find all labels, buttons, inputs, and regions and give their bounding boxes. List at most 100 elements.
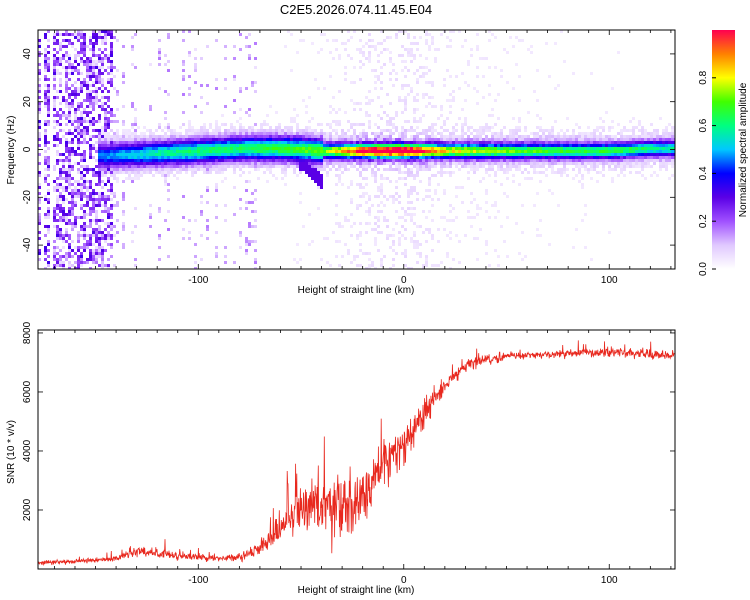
spectrogram-cell xyxy=(47,168,50,171)
spectrogram-cell xyxy=(182,60,185,63)
spectrogram-cell xyxy=(98,120,101,123)
spectrogram-cell xyxy=(110,45,113,48)
spectrogram-cell xyxy=(311,156,314,159)
spectrogram-cell xyxy=(101,237,104,240)
spectrogram-cell xyxy=(413,165,416,168)
spectrogram-cell xyxy=(389,135,392,138)
spectrogram-cell xyxy=(218,129,221,132)
spectrogram-cell xyxy=(425,189,428,192)
spectrogram-cell xyxy=(293,117,296,120)
spectrogram-cell xyxy=(56,264,59,267)
spectrogram-cell xyxy=(428,96,431,99)
spectrogram-cell xyxy=(434,123,437,126)
spectrogram-cell xyxy=(500,69,503,72)
spectrogram-cell xyxy=(110,114,113,117)
spectrogram-cell xyxy=(68,87,71,90)
spectrogram-cell xyxy=(545,42,548,45)
spectrogram-cell xyxy=(401,84,404,87)
spectrogram-cell xyxy=(590,162,593,165)
spectrogram-cell xyxy=(284,159,287,162)
spectrogram-cell xyxy=(65,60,68,63)
spectrogram-cell xyxy=(272,132,275,135)
spectrogram-cell xyxy=(395,156,398,159)
spectrogram-cell xyxy=(224,141,227,144)
spectrogram-cell xyxy=(74,96,77,99)
spectrogram-cell xyxy=(95,204,98,207)
spectrogram-cell xyxy=(554,156,557,159)
spectrogram-cell xyxy=(131,102,134,105)
spectrogram-cell xyxy=(491,156,494,159)
spectrogram-cell xyxy=(356,144,359,147)
spectrogram-cell xyxy=(236,147,239,150)
spectrogram-cell xyxy=(410,60,413,63)
spectrogram-cell xyxy=(143,138,146,141)
spectrogram-cell xyxy=(311,42,314,45)
spectrogram-cell xyxy=(284,150,287,153)
spectrogram-cell xyxy=(557,150,560,153)
spectrogram-cell xyxy=(425,141,428,144)
spectrogram-cell xyxy=(65,138,68,141)
spectrogram-cell xyxy=(179,138,182,141)
spectrogram-cell xyxy=(296,123,299,126)
spectrogram-cell xyxy=(149,168,152,171)
spectrogram-cell xyxy=(377,42,380,45)
spectrogram-cell xyxy=(467,141,470,144)
spectrogram-cell xyxy=(86,201,89,204)
spectrogram-cell xyxy=(380,261,383,264)
spectrogram-cell xyxy=(110,54,113,57)
spectrogram-cell xyxy=(287,129,290,132)
spectrogram-cell xyxy=(218,135,221,138)
spectrogram-cell xyxy=(608,126,611,129)
spectrogram-cell xyxy=(92,174,95,177)
spectrogram-cell xyxy=(53,246,56,249)
spectrogram-cell xyxy=(308,243,311,246)
spectrogram-cell xyxy=(77,102,80,105)
spectrogram-cell xyxy=(332,108,335,111)
spectrogram-cell xyxy=(122,192,125,195)
spectrogram-cell xyxy=(551,126,554,129)
spectrogram-cell xyxy=(65,117,68,120)
spectrogram-cell xyxy=(212,138,215,141)
spectrogram-cell xyxy=(83,99,86,102)
spectrogram-cell xyxy=(656,138,659,141)
spectrogram-cell xyxy=(38,54,41,57)
spectrogram-cell xyxy=(110,156,113,159)
spectrogram-cell xyxy=(419,225,422,228)
spectrogram-cell xyxy=(215,165,218,168)
spectrogram-cell xyxy=(140,147,143,150)
spectrogram-cell xyxy=(239,162,242,165)
spectrogram-cell xyxy=(575,159,578,162)
spectrogram-cell xyxy=(227,153,230,156)
spectrogram-cell xyxy=(71,249,74,252)
spectrogram-cell xyxy=(353,102,356,105)
spectrogram-cell xyxy=(602,174,605,177)
spectrogram-cell xyxy=(659,138,662,141)
spectrogram-cell xyxy=(497,168,500,171)
spectrogram-cell xyxy=(56,72,59,75)
spectrogram-cell xyxy=(71,225,74,228)
spectrogram-cell xyxy=(245,147,248,150)
spectrogram-cell xyxy=(200,138,203,141)
spectrogram-cell xyxy=(374,69,377,72)
spectrogram-cell xyxy=(329,159,332,162)
spectrogram-cell xyxy=(287,141,290,144)
spectrogram-cell xyxy=(80,36,83,39)
spectrogram-cell xyxy=(383,129,386,132)
spectrogram-cell xyxy=(557,162,560,165)
spectrogram-cell xyxy=(95,99,98,102)
spectrogram-cell xyxy=(356,168,359,171)
spectrogram-cell xyxy=(386,36,389,39)
spectrogram-cell xyxy=(320,156,323,159)
spectrogram-cell xyxy=(449,150,452,153)
spectrogram-cell xyxy=(494,174,497,177)
spectrogram-cell xyxy=(305,165,308,168)
spectrogram-cell xyxy=(59,231,62,234)
spectrogram-cell xyxy=(422,144,425,147)
spectrogram-cell xyxy=(527,141,530,144)
spectrogram-cell xyxy=(356,123,359,126)
spectrogram-cell xyxy=(623,138,626,141)
spectrogram-cell xyxy=(353,66,356,69)
spectrogram-cell xyxy=(656,144,659,147)
spectrogram-cell xyxy=(122,225,125,228)
spectrogram-cell xyxy=(53,102,56,105)
